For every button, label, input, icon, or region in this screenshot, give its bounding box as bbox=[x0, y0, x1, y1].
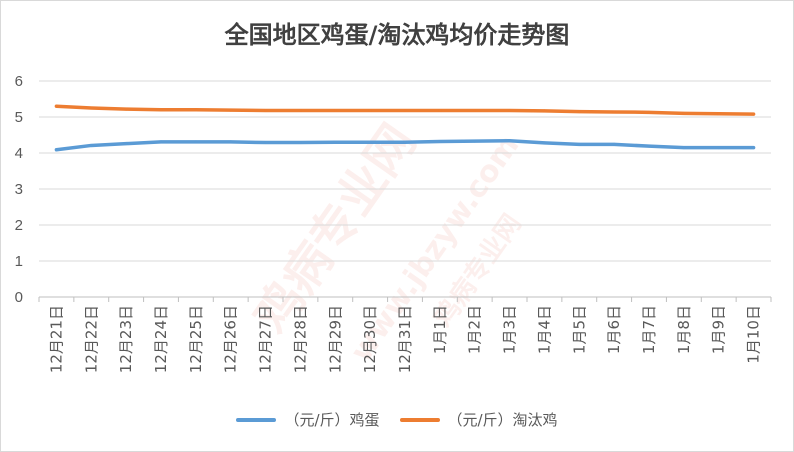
data-point bbox=[542, 109, 546, 113]
series-lines bbox=[54, 104, 756, 152]
data-point bbox=[542, 141, 546, 145]
y-tick-label: 2 bbox=[15, 217, 23, 234]
x-tick-label: 1月6日 bbox=[605, 305, 623, 354]
y-tick-label: 3 bbox=[15, 181, 23, 198]
data-point bbox=[752, 112, 756, 116]
chart-title: 全国地区鸡蛋/淘汰鸡均价走势图 bbox=[224, 21, 570, 49]
data-point bbox=[508, 139, 512, 143]
legend-item-egg: （元/斤）鸡蛋 bbox=[236, 409, 380, 430]
data-point bbox=[473, 109, 477, 113]
y-tick-label: 4 bbox=[15, 145, 23, 162]
x-tick-label: 1月7日 bbox=[640, 305, 658, 354]
data-point bbox=[473, 139, 477, 143]
data-point bbox=[54, 104, 58, 108]
data-point bbox=[717, 146, 721, 150]
data-point bbox=[333, 140, 337, 144]
legend-label-hen: （元/斤）淘汰鸡 bbox=[447, 411, 558, 429]
x-tick-label: 12月23日 bbox=[117, 305, 135, 373]
data-point bbox=[368, 140, 372, 144]
x-tick-label: 12月29日 bbox=[326, 305, 344, 373]
x-tick-label: 12月22日 bbox=[82, 305, 100, 373]
legend: （元/斤）鸡蛋 （元/斤）淘汰鸡 bbox=[1, 409, 793, 430]
x-tick-label: 12月24日 bbox=[152, 305, 170, 373]
x-tick-label: 12月21日 bbox=[47, 305, 65, 373]
data-point bbox=[368, 109, 372, 113]
y-tick-label: 1 bbox=[15, 253, 23, 270]
data-point bbox=[577, 110, 581, 114]
data-point bbox=[229, 140, 233, 144]
axes bbox=[38, 296, 772, 302]
data-point bbox=[124, 142, 128, 146]
data-point bbox=[159, 108, 163, 112]
x-tick-label: 1月1日 bbox=[431, 305, 449, 354]
y-tick-label: 6 bbox=[15, 73, 23, 90]
x-tick-label: 1月2日 bbox=[466, 305, 484, 354]
x-tick-label: 1月8日 bbox=[675, 305, 693, 354]
data-point bbox=[264, 141, 268, 145]
data-point bbox=[89, 106, 93, 110]
y-tick-label: 0 bbox=[15, 289, 23, 306]
data-point bbox=[612, 142, 616, 146]
data-point bbox=[194, 140, 198, 144]
data-point bbox=[194, 108, 198, 112]
data-point bbox=[159, 140, 163, 144]
data-point bbox=[612, 110, 616, 114]
x-tick-label: 12月30日 bbox=[361, 305, 379, 373]
x-tick-label: 1月9日 bbox=[710, 305, 728, 354]
x-tick-label: 1月4日 bbox=[535, 305, 553, 354]
data-point bbox=[577, 142, 581, 146]
data-point bbox=[438, 139, 442, 143]
legend-swatch-egg bbox=[236, 417, 277, 422]
data-point bbox=[403, 140, 407, 144]
data-point bbox=[54, 148, 58, 152]
data-point bbox=[682, 111, 686, 115]
x-tick-label: 12月27日 bbox=[257, 305, 275, 373]
x-tick-label: 12月28日 bbox=[291, 305, 309, 373]
data-point bbox=[438, 109, 442, 113]
x-tick-label: 12月25日 bbox=[187, 305, 205, 373]
x-tick-label: 12月31日 bbox=[396, 305, 414, 373]
data-point bbox=[229, 108, 233, 112]
data-point bbox=[333, 109, 337, 113]
x-tick-label: 1月3日 bbox=[501, 305, 519, 354]
gridlines bbox=[39, 80, 771, 262]
x-tick-label: 12月26日 bbox=[222, 305, 240, 373]
data-point bbox=[403, 109, 407, 113]
data-point bbox=[647, 144, 651, 148]
data-point bbox=[508, 109, 512, 113]
x-tick-label: 1月10日 bbox=[745, 305, 763, 364]
y-tick-label: 5 bbox=[15, 109, 23, 126]
data-point bbox=[298, 109, 302, 113]
data-point bbox=[264, 109, 268, 113]
data-point bbox=[752, 146, 756, 150]
legend-item-hen: （元/斤）淘汰鸡 bbox=[399, 409, 558, 430]
data-point bbox=[124, 107, 128, 111]
data-point bbox=[89, 143, 93, 147]
legend-label-egg: （元/斤）鸡蛋 bbox=[284, 411, 380, 429]
legend-swatch-hen bbox=[399, 417, 440, 422]
tick-labels: 0 1 2 3 4 5 6 12月21日 12月22日 12月23日 12月24日 12月25日 12月… bbox=[15, 73, 763, 373]
x-tick-label: 1月5日 bbox=[570, 305, 588, 354]
data-point bbox=[647, 110, 651, 114]
data-point bbox=[717, 112, 721, 116]
data-point bbox=[682, 146, 686, 150]
data-point bbox=[298, 141, 302, 145]
